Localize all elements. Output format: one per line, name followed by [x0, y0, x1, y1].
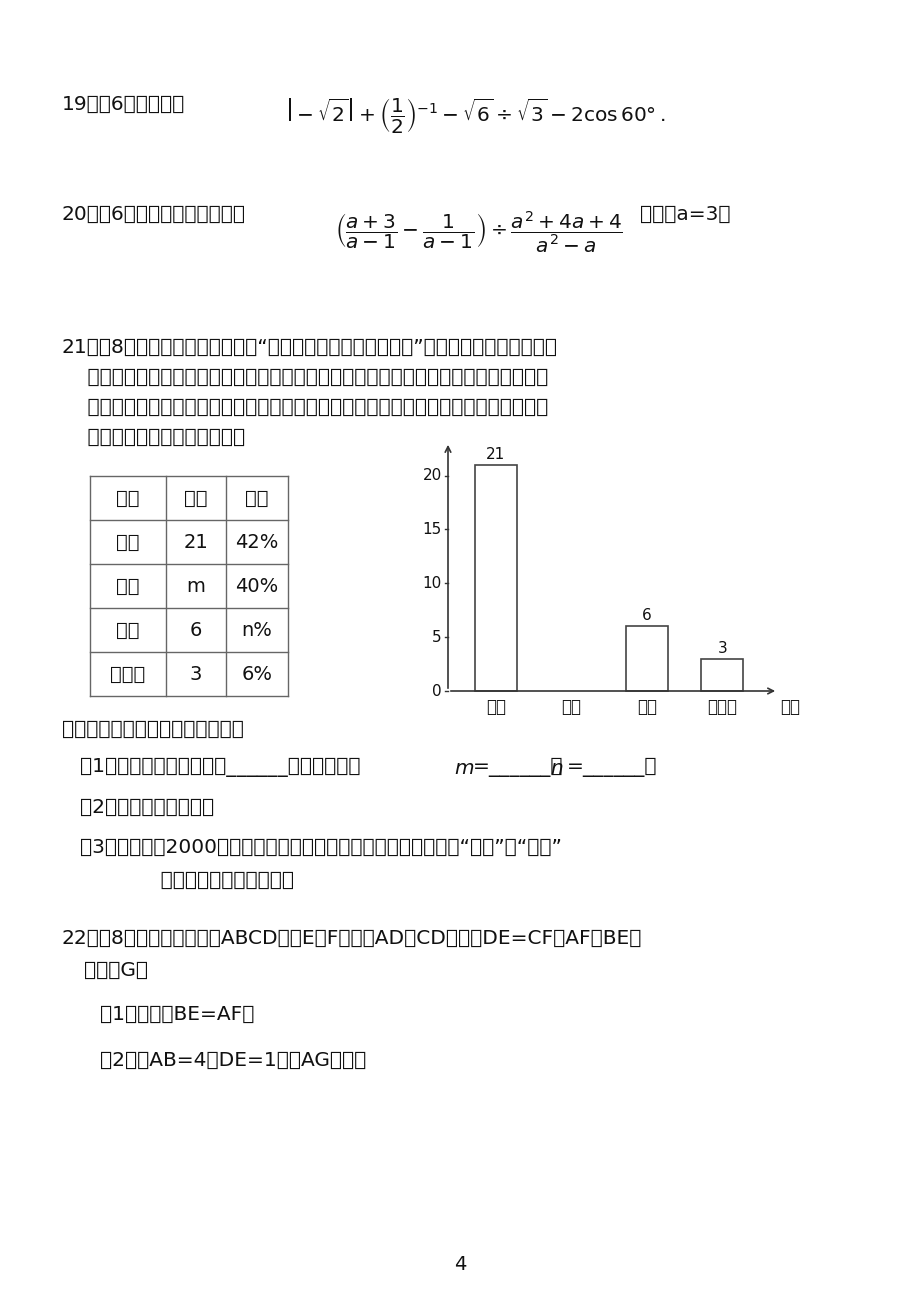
Text: 6%: 6%	[241, 664, 272, 684]
Text: （1）求证：BE=AF；: （1）求证：BE=AF；	[100, 1005, 254, 1023]
Text: 4: 4	[453, 1255, 466, 1273]
Text: 10: 10	[423, 575, 441, 591]
Text: m: m	[187, 577, 205, 595]
Text: 优秀: 优秀	[116, 533, 140, 552]
Text: 21．（8分）某学校开展了主题为“垃圾分类，绿色生活新时尚”的宣传活动，为了解学生: 21．（8分）某学校开展了主题为“垃圾分类，绿色生活新时尚”的宣传活动，为了解学…	[62, 339, 558, 357]
Bar	[625, 626, 667, 691]
Text: 等级: 等级	[779, 698, 800, 716]
Text: 等级: 等级	[116, 488, 140, 508]
Text: 19．（6分）计算：: 19．（6分）计算：	[62, 95, 185, 115]
Text: 待合格: 待合格	[110, 664, 145, 684]
Text: 频率: 频率	[245, 488, 268, 508]
Text: 6: 6	[641, 608, 651, 624]
Text: 合格: 合格	[116, 621, 140, 639]
Text: （1）本次调查随机抽取了______名学生；表中: （1）本次调查随机抽取了______名学生；表中	[80, 758, 360, 777]
Text: 完整的统计表和条形统计图．: 完整的统计表和条形统计图．	[62, 428, 244, 447]
Text: 40%: 40%	[235, 577, 278, 595]
Text: 良好: 良好	[116, 577, 140, 595]
Text: 20．（6分）先化简，再求值：: 20．（6分）先化简，再求值：	[62, 204, 245, 224]
Text: $\left(\dfrac{a+3}{a-1}-\dfrac{1}{a-1}\right)\div\dfrac{a^{2}+4a+4}{a^{2}-a}$: $\left(\dfrac{a+3}{a-1}-\dfrac{1}{a-1}\r…	[335, 210, 622, 255]
Text: 优秀: 优秀	[485, 698, 505, 716]
Text: =______；: =______；	[566, 758, 657, 777]
Bar	[700, 659, 743, 691]
Text: 5: 5	[432, 630, 441, 644]
Text: 6: 6	[189, 621, 202, 639]
Text: 20: 20	[423, 467, 441, 483]
Text: $\left|-\sqrt{2}\right|+\left(\dfrac{1}{2}\right)^{-1}-\sqrt{6}\div\sqrt{3}-2\co: $\left|-\sqrt{2}\right|+\left(\dfrac{1}{…	[285, 98, 664, 137]
Text: 良好: 良好	[561, 698, 581, 716]
Text: 21: 21	[485, 447, 505, 462]
Text: 3: 3	[717, 641, 726, 656]
Text: $n$: $n$	[550, 759, 562, 779]
Text: 0: 0	[432, 684, 441, 698]
Text: 42%: 42%	[235, 533, 278, 552]
Bar	[474, 465, 516, 691]
Text: 调查，将他们的得分按优秀、良好、合格、待合格四个等级进行统计，并绘制了如下不: 调查，将他们的得分按优秀、良好、合格、待合格四个等级进行统计，并绘制了如下不	[62, 398, 548, 417]
Text: （3）若全校有2000名学生，请你估计该校掌据垃圾分类知识达到“优秀”和“良好”: （3）若全校有2000名学生，请你估计该校掌据垃圾分类知识达到“优秀”和“良好”	[80, 838, 562, 857]
Text: 15: 15	[423, 522, 441, 536]
Text: 请根据以上信息，解答下列问题：: 请根据以上信息，解答下列问题：	[62, 720, 244, 740]
Text: 3: 3	[189, 664, 202, 684]
Text: 合格: 合格	[636, 698, 656, 716]
Text: 22．（8分）如图，正方形ABCD，点E，F分别在AD，CD上，且DE=CF，AF与BE相: 22．（8分）如图，正方形ABCD，点E，F分别在AD，CD上，且DE=CF，A…	[62, 930, 641, 948]
Text: =______，: =______，	[472, 758, 563, 777]
Text: 等级的学生共有多少人．: 等级的学生共有多少人．	[116, 871, 294, 891]
Text: $m$: $m$	[453, 759, 473, 779]
Text: ，其中a=3．: ，其中a=3．	[640, 204, 730, 224]
Text: （2）补全条形统计图；: （2）补全条形统计图；	[80, 798, 214, 816]
Text: n%: n%	[242, 621, 272, 639]
Text: 频数: 频数	[184, 488, 208, 508]
Text: 21: 21	[184, 533, 208, 552]
Text: 不合格: 不合格	[707, 698, 736, 716]
Text: 对垃圾分类知识的掌握情况，该校环保社团成员在校园内随机抽取了部分学生进行问卷: 对垃圾分类知识的掌握情况，该校环保社团成员在校园内随机抽取了部分学生进行问卷	[62, 368, 548, 387]
Text: 交于点G．: 交于点G．	[84, 961, 148, 980]
Text: （2）若AB=4，DE=1，求AG的长．: （2）若AB=4，DE=1，求AG的长．	[100, 1051, 366, 1070]
